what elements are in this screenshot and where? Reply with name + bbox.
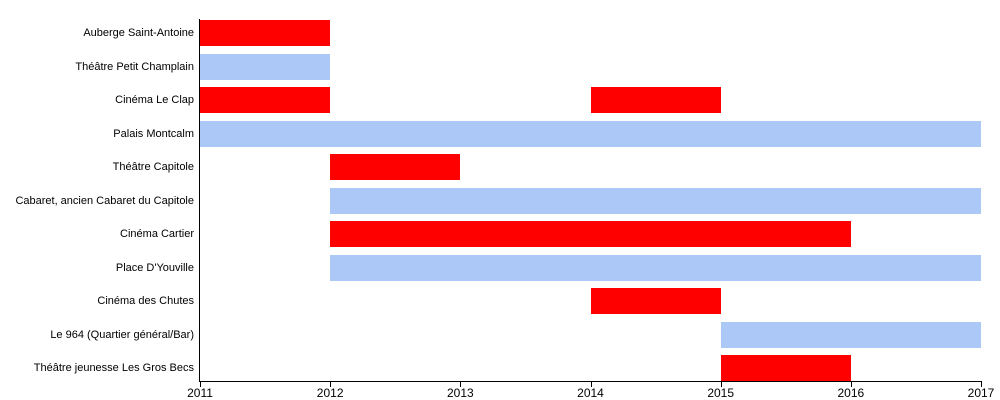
x-axis-tick-label: 2016 — [837, 386, 865, 400]
gantt-bar — [720, 321, 981, 348]
gantt-bar — [200, 20, 331, 46]
category-label: Auberge Saint-Antoine — [83, 27, 194, 39]
gantt-bar — [330, 254, 981, 281]
gantt-bar — [200, 87, 331, 113]
category-label: Cinéma des Chutes — [97, 295, 194, 307]
gantt-bar — [200, 120, 982, 147]
gantt-bar — [720, 355, 851, 381]
x-axis-tick-label: 2015 — [707, 386, 735, 400]
x-axis-tick — [590, 381, 592, 387]
y-axis-line — [199, 19, 200, 381]
x-axis-tick — [850, 381, 852, 387]
category-label: Cinéma Le Clap — [115, 94, 194, 106]
x-axis-tick — [720, 381, 722, 387]
x-axis-tick — [330, 381, 332, 387]
x-axis-tick-label: 2017 — [967, 386, 995, 400]
x-axis-tick-label: 2011 — [187, 386, 213, 400]
x-axis-tick — [460, 381, 462, 387]
category-label: Cinéma Cartier — [120, 228, 194, 240]
gantt-bar — [590, 288, 721, 314]
gantt-bar — [200, 53, 331, 80]
x-axis-tick — [981, 381, 983, 387]
category-label: Place D'Youville — [115, 261, 194, 274]
category-label: Théâtre Petit Champlain — [75, 60, 194, 73]
x-axis-tick-label: 2014 — [577, 386, 604, 400]
category-label: Théâtre Capitole — [112, 161, 194, 173]
gantt-bar — [330, 187, 981, 214]
gantt-bar — [330, 154, 461, 180]
x-axis-tick-label: 2013 — [446, 386, 474, 400]
x-axis-tick-label: 2012 — [316, 386, 344, 400]
category-label: Théâtre jeunesse Les Gros Becs — [33, 362, 194, 374]
gantt-bar — [590, 87, 721, 113]
gantt-bar — [330, 221, 851, 247]
category-label: Cabaret, ancien Cabaret du Capitole — [15, 194, 194, 207]
category-label: Palais Montcalm — [113, 127, 194, 140]
category-label: Le 964 (Quartier général/Bar) — [50, 328, 194, 341]
x-axis-tick — [200, 381, 201, 387]
